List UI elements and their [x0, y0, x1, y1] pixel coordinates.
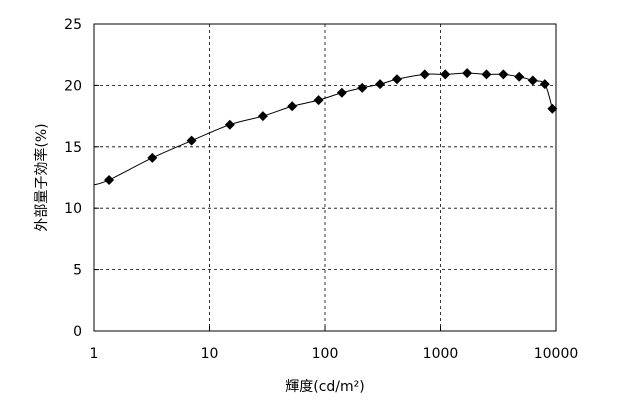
- data-point: [481, 69, 491, 79]
- data-point: [392, 74, 402, 84]
- data-point: [187, 136, 197, 146]
- data-point: [514, 72, 524, 82]
- data-point: [375, 79, 385, 89]
- data-point: [337, 88, 347, 98]
- data-point: [104, 175, 114, 185]
- x-tick-label: 100: [312, 346, 339, 362]
- x-tick-labels: 1 10 100 1000 10000: [90, 346, 579, 362]
- y-tick-label: 25: [64, 17, 82, 33]
- x-tick-label: 1000: [423, 346, 459, 362]
- data-point: [225, 120, 235, 130]
- data-point: [462, 68, 472, 78]
- y-tick-label: 5: [73, 263, 82, 279]
- y-tick-label: 10: [64, 201, 82, 217]
- data-point: [314, 95, 324, 105]
- data-point: [528, 75, 538, 85]
- x-tick-label: 10000: [534, 346, 579, 362]
- y-axis-title: 外部量子効率(%): [33, 123, 50, 231]
- data-point: [258, 111, 268, 121]
- y-tick-label: 0: [73, 324, 82, 340]
- series-curve: [94, 73, 552, 185]
- x-tick-label: 1: [90, 346, 99, 362]
- y-tick-label: 20: [64, 78, 82, 94]
- x-tick-label: 10: [201, 346, 219, 362]
- y-tick-label: 15: [64, 140, 82, 156]
- y-tick-labels: 0 5 10 15 20 25: [64, 17, 82, 340]
- data-point: [420, 69, 430, 79]
- data-point: [440, 69, 450, 79]
- data-point: [357, 83, 367, 93]
- x-axis-title: 輝度(cd/m²): [285, 379, 364, 395]
- data-point: [498, 69, 508, 79]
- data-point: [540, 79, 550, 89]
- data-point: [287, 101, 297, 111]
- data-point: [147, 153, 157, 163]
